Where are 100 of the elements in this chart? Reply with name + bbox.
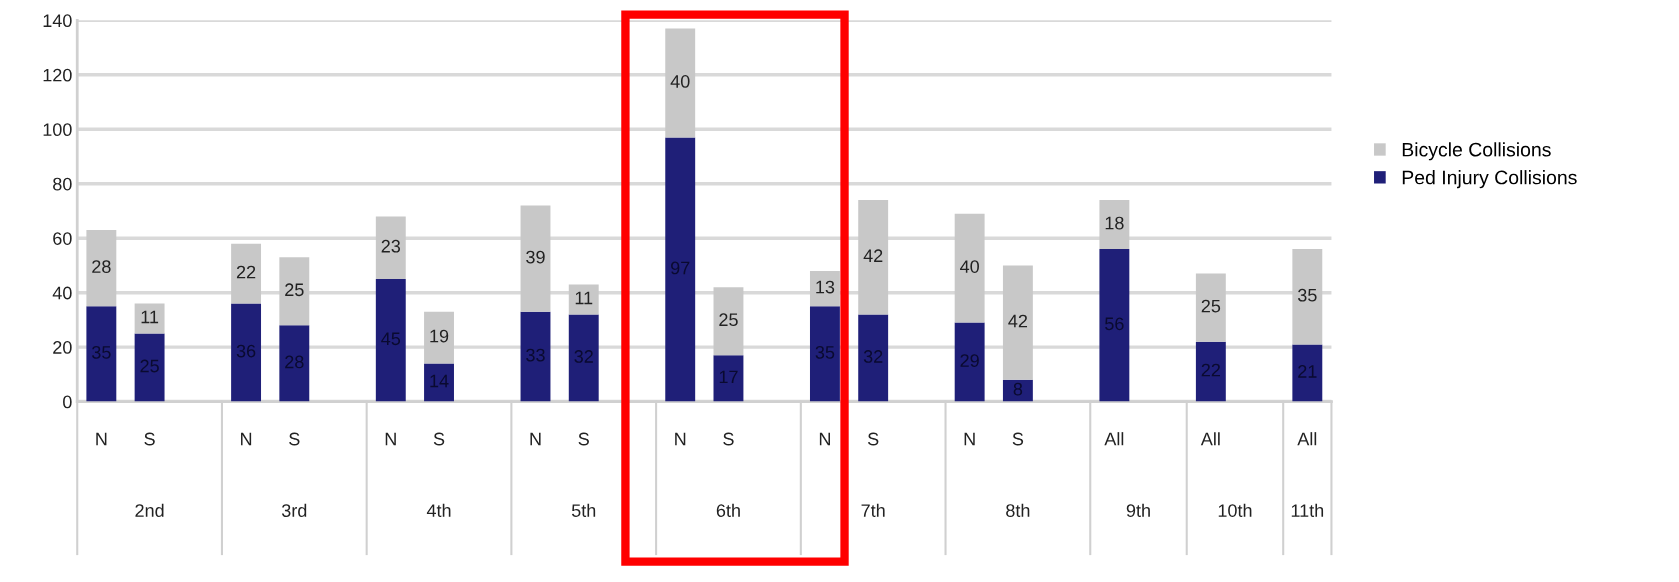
y-tick-label: 80 bbox=[53, 177, 72, 191]
data-label: 25 bbox=[1201, 299, 1221, 313]
text: 6th bbox=[716, 503, 740, 517]
data-label: 33 bbox=[526, 348, 545, 362]
bar bbox=[424, 363, 454, 402]
data-label: 28 bbox=[285, 355, 304, 369]
x-tick-label: S bbox=[144, 432, 155, 446]
data-label: 35 bbox=[92, 345, 111, 359]
data-label: 11 bbox=[575, 291, 593, 305]
bar bbox=[568, 314, 599, 402]
text: 5th bbox=[571, 503, 596, 517]
bar bbox=[665, 28, 696, 138]
x-tick-label: S bbox=[1012, 432, 1024, 446]
legend-label: Ped Injury Collisions bbox=[1402, 170, 1577, 189]
data-label: 23 bbox=[381, 239, 401, 253]
text: 11th bbox=[1291, 503, 1324, 517]
bar bbox=[86, 306, 117, 402]
y-tick-label: 0 bbox=[63, 395, 72, 409]
x-tick-label: S bbox=[867, 432, 879, 446]
y-tick-label: 20 bbox=[53, 341, 72, 354]
data-label: 25 bbox=[140, 359, 159, 373]
data-label: 14 bbox=[430, 374, 449, 388]
data-label: 45 bbox=[381, 332, 401, 346]
text: 4th bbox=[426, 503, 451, 517]
bar bbox=[424, 311, 454, 364]
y-tick-label: 120 bbox=[43, 68, 72, 82]
x-tick-label: S bbox=[289, 432, 300, 446]
x-tick-label: N bbox=[675, 432, 686, 446]
x-tick-label: N bbox=[530, 432, 541, 446]
bar bbox=[375, 216, 406, 280]
text: 10th bbox=[1218, 503, 1252, 517]
data-label: 25 bbox=[719, 313, 738, 327]
bar bbox=[375, 279, 406, 402]
bar bbox=[858, 314, 889, 402]
bar bbox=[520, 205, 551, 312]
bar bbox=[134, 303, 165, 334]
bar bbox=[809, 270, 840, 307]
bar bbox=[1099, 200, 1130, 250]
bar bbox=[231, 303, 262, 402]
data-label: 56 bbox=[1105, 317, 1124, 331]
bar bbox=[858, 200, 889, 315]
y-tick-label: 140 bbox=[43, 14, 72, 28]
bar bbox=[1195, 341, 1226, 402]
text: 2nd bbox=[135, 503, 164, 517]
text: 8th bbox=[1006, 503, 1030, 517]
data-label: 42 bbox=[1008, 314, 1028, 328]
data-label: 11 bbox=[141, 310, 159, 324]
data-label: 40 bbox=[670, 75, 690, 88]
bar bbox=[1292, 344, 1323, 402]
data-label: 40 bbox=[960, 260, 979, 273]
bar bbox=[954, 213, 985, 323]
data-label: 21 bbox=[1298, 365, 1317, 378]
bar bbox=[134, 333, 165, 402]
text: 3rd bbox=[281, 503, 307, 517]
data-label: 25 bbox=[285, 283, 304, 297]
x-tick-label: S bbox=[723, 432, 734, 446]
bar bbox=[954, 322, 985, 402]
bar bbox=[231, 243, 262, 304]
data-label: 19 bbox=[430, 329, 449, 343]
bar bbox=[809, 306, 840, 402]
data-label: 35 bbox=[815, 345, 835, 359]
data-label: 22 bbox=[1201, 363, 1220, 377]
bar bbox=[1099, 249, 1130, 402]
x-tick-label: All bbox=[1200, 432, 1220, 446]
x-tick-label: S bbox=[578, 432, 589, 446]
x-tick-label: N bbox=[964, 432, 975, 446]
data-label: 36 bbox=[236, 344, 256, 358]
y-tick-label: 40 bbox=[52, 286, 72, 300]
data-label: 39 bbox=[526, 250, 545, 264]
bar bbox=[713, 287, 744, 356]
data-label: 17 bbox=[719, 370, 738, 384]
bar bbox=[713, 355, 744, 402]
bar bbox=[1002, 265, 1033, 380]
x-tick-label: N bbox=[241, 432, 252, 446]
legend-label: Bicycle Collisions bbox=[1402, 142, 1551, 161]
x-tick-label: S bbox=[433, 432, 445, 446]
x-tick-label: N bbox=[819, 432, 830, 446]
y-tick-label: 100 bbox=[43, 123, 72, 137]
data-label: 13 bbox=[816, 280, 835, 294]
text: 9th bbox=[1126, 503, 1150, 517]
data-label: 28 bbox=[92, 260, 111, 273]
text: 7th bbox=[861, 503, 885, 517]
x-tick-label: N bbox=[385, 432, 396, 446]
bar bbox=[279, 325, 310, 402]
x-tick-label: All bbox=[1297, 432, 1317, 446]
bar bbox=[86, 230, 117, 307]
data-label: 42 bbox=[863, 249, 883, 262]
data-label: 97 bbox=[671, 261, 690, 275]
bar bbox=[665, 137, 696, 402]
data-label: 35 bbox=[1297, 288, 1317, 302]
x-tick-label: N bbox=[96, 432, 107, 446]
bar bbox=[1195, 273, 1226, 342]
data-label: 18 bbox=[1105, 216, 1124, 230]
data-label: 22 bbox=[236, 265, 256, 279]
bar bbox=[568, 284, 599, 315]
data-label: 32 bbox=[863, 350, 883, 363]
x-tick-label: All bbox=[1104, 432, 1124, 446]
data-label: 29 bbox=[960, 354, 979, 367]
bar bbox=[520, 311, 551, 402]
bar bbox=[1292, 249, 1323, 345]
